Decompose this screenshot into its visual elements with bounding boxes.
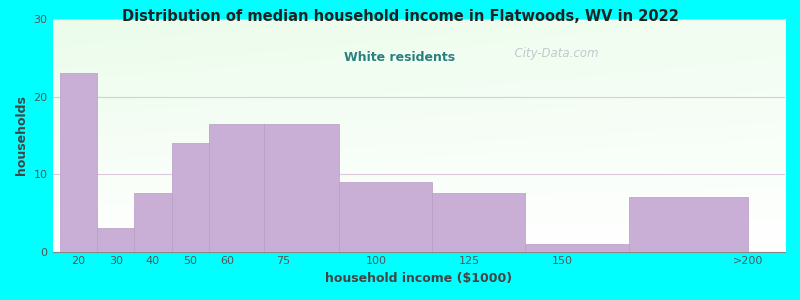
Bar (209, 124, 265, 252)
Text: City-Data.com: City-Data.com (506, 47, 598, 60)
Bar (60, 73, 97, 252)
Bar (525, 244, 629, 252)
X-axis label: household income ($1000): household income ($1000) (326, 272, 512, 285)
Text: Distribution of median household income in Flatwoods, WV in 2022: Distribution of median household income … (122, 9, 678, 24)
Y-axis label: households: households (15, 95, 28, 175)
Bar (171, 143, 209, 252)
Bar (265, 124, 339, 252)
Bar (432, 194, 525, 252)
Bar (134, 194, 171, 252)
Text: White residents: White residents (345, 51, 455, 64)
Bar (97, 228, 134, 252)
Bar (629, 197, 748, 252)
Bar (339, 182, 432, 252)
